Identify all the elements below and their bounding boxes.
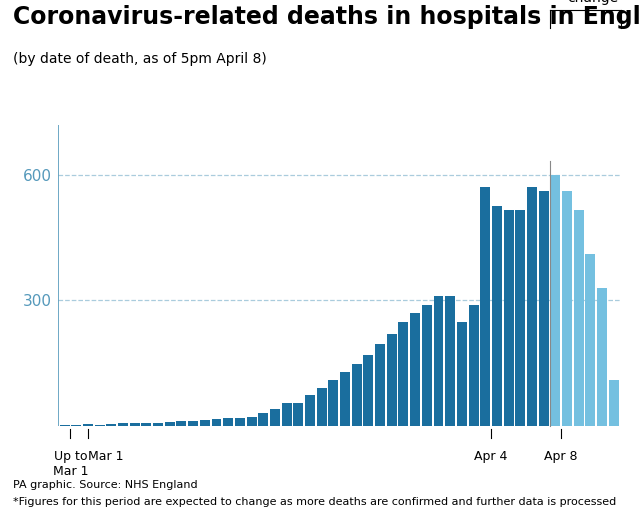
Bar (177, 421, 186, 426)
Bar (200, 420, 210, 426)
Text: Mar 1: Mar 1 (88, 449, 124, 462)
Text: (by date of death, as of 5pm April 8): (by date of death, as of 5pm April 8) (13, 52, 266, 66)
Bar (130, 424, 140, 426)
Bar (492, 206, 502, 426)
Bar (480, 187, 490, 426)
Text: *Figures for this period are expected to change as more deaths are confirmed and: *Figures for this period are expected to… (13, 497, 616, 507)
Bar (223, 418, 233, 426)
Bar (433, 296, 444, 426)
Bar (188, 420, 198, 426)
Bar (60, 425, 70, 426)
Bar (352, 364, 362, 426)
Bar (305, 395, 315, 426)
Bar (282, 403, 292, 426)
Bar (574, 210, 584, 426)
Text: PA graphic. Source: NHS England: PA graphic. Source: NHS England (13, 480, 197, 490)
Bar (539, 192, 548, 426)
Bar (95, 425, 104, 426)
Text: Apr 4: Apr 4 (474, 449, 508, 462)
Bar (364, 354, 373, 426)
Bar (468, 305, 479, 426)
Text: Coronavirus-related deaths in hospitals in England: Coronavirus-related deaths in hospitals … (13, 5, 640, 29)
Bar (293, 403, 303, 426)
Bar (422, 305, 432, 426)
Bar (410, 312, 420, 426)
Bar (597, 288, 607, 426)
Text: Apr 8: Apr 8 (545, 449, 578, 462)
Bar (445, 296, 455, 426)
Bar (550, 175, 561, 426)
Bar (399, 322, 408, 426)
Bar (141, 423, 152, 426)
Bar (457, 322, 467, 426)
Bar (515, 210, 525, 426)
Bar (317, 388, 326, 426)
Bar (340, 372, 350, 426)
Bar (328, 379, 339, 426)
Bar (153, 422, 163, 426)
Bar (270, 409, 280, 426)
Bar (165, 422, 175, 426)
Text: Up to
Mar 1: Up to Mar 1 (52, 449, 88, 477)
Bar (259, 413, 268, 426)
Bar (527, 187, 537, 426)
Bar (504, 210, 513, 426)
Bar (609, 379, 619, 426)
Bar (562, 192, 572, 426)
Bar (246, 417, 257, 426)
Bar (212, 419, 221, 426)
Bar (375, 344, 385, 426)
Bar (235, 418, 245, 426)
Bar (106, 424, 116, 426)
Bar (387, 334, 397, 426)
Bar (83, 425, 93, 426)
Bar (586, 254, 595, 426)
Bar (118, 424, 128, 426)
Text: Numbers
likely to
change*: Numbers likely to change* (567, 0, 630, 5)
